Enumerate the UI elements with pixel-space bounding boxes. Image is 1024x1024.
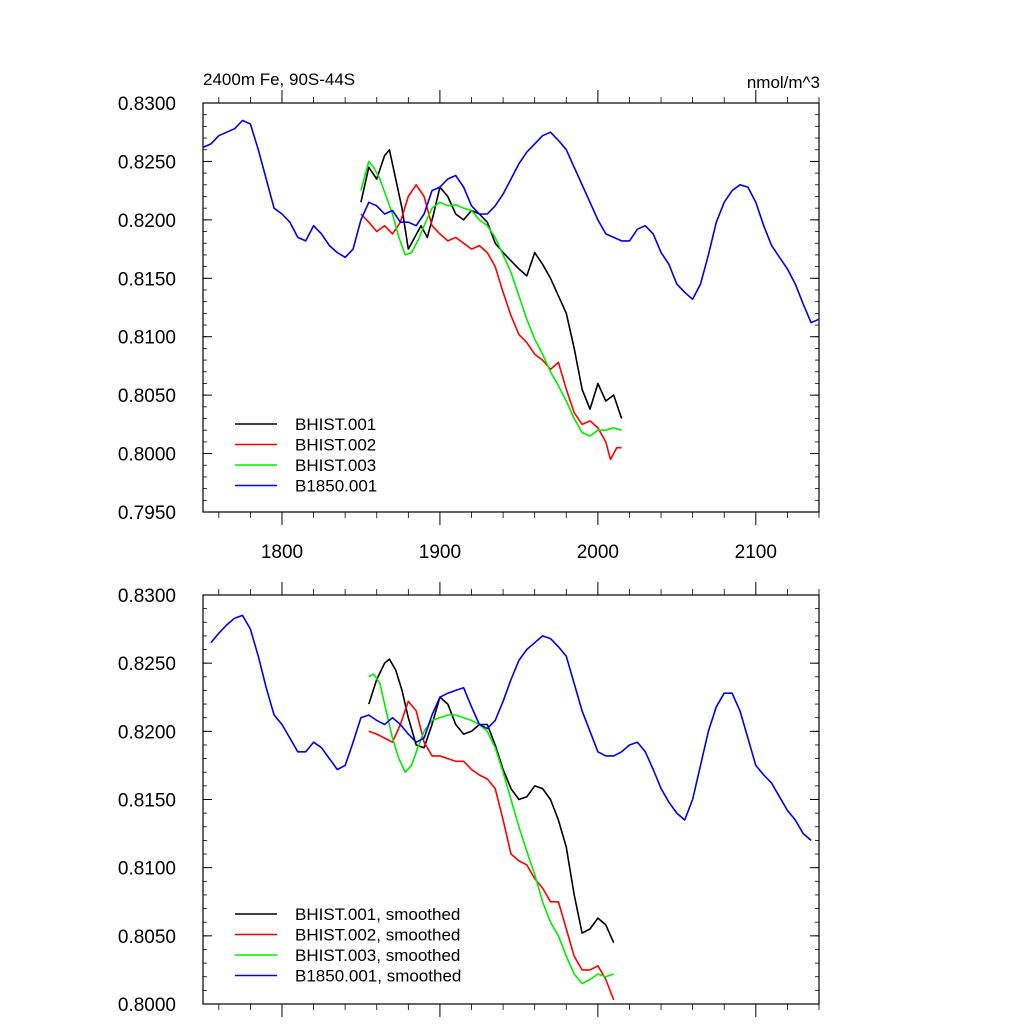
x-tick-label: 2100	[735, 542, 777, 563]
x-tick-label: 2000	[577, 542, 619, 563]
series-line-bhist-003-smoothed	[368, 673, 614, 985]
y-tick-label: 0.8000	[118, 995, 176, 1016]
series-line-b1850-001	[202, 119, 820, 324]
top-x-axis: 1800 1900 2000 2100	[218, 90, 820, 563]
y-tick-label: 0.8250	[118, 654, 176, 675]
y-tick-label: 0.8300	[118, 94, 176, 115]
y-tick-label: 0.8050	[118, 386, 176, 407]
y-tick-label: 0.8150	[118, 791, 176, 812]
legend-label: B1850.001, smoothed	[295, 967, 461, 986]
x-tick-label: 1800	[261, 542, 303, 563]
legend-label: BHIST.002	[295, 436, 376, 455]
bottom-x-axis	[218, 582, 820, 1017]
y-tick-label: 0.8150	[118, 269, 176, 290]
top-panel: 2400m Fe, 90S-44S nmol/m^3 0.79500.80000…	[118, 70, 820, 563]
legend-label: BHIST.001	[295, 415, 376, 434]
top-y-axis: 0.7950 0.8000 0.8050 0.8100 0.8150 0.8200 0.82…	[118, 94, 819, 524]
y-tick-label: 0.8200	[118, 211, 176, 232]
series-line-bhist-001	[360, 148, 623, 419]
y-tick-label: 0.8100	[118, 859, 176, 880]
y-tick-label: 0.8300	[118, 586, 176, 607]
series-line-bhist-001-smoothed	[368, 658, 615, 944]
y-tick-label: 0.8050	[118, 927, 176, 948]
top-plot-frame	[202, 102, 820, 513]
bottom-series-group	[210, 614, 812, 1001]
legend-label: BHIST.002, smoothed	[295, 926, 460, 945]
legend-label: BHIST.001, smoothed	[295, 905, 460, 924]
y-tick-label: 0.8100	[118, 328, 176, 349]
bottom-legend: BHIST.001, smoothed BHIST.002, smoothedBH…	[235, 905, 461, 986]
legend-label: B1850.001	[295, 477, 377, 496]
top-chart-title: 2400m Fe, 90S-44S	[203, 70, 355, 89]
top-chart-units: nmol/m^3	[747, 73, 820, 92]
bottom-panel: 0.8000 0.8050 0.8100 0.8150 0.8200 0.8250 0.83…	[118, 582, 820, 1017]
y-tick-label: 0.8250	[118, 152, 176, 173]
series-line-bhist-002	[360, 184, 622, 461]
y-tick-label: 0.8000	[118, 445, 176, 466]
series-line-bhist-003	[360, 160, 622, 437]
y-tick-label: 0.8200	[118, 722, 176, 743]
y-tick-label: 0.7950	[118, 503, 176, 524]
legend-label: BHIST.003	[295, 456, 376, 475]
bottom-y-axis: 0.8000 0.8050 0.8100 0.8150 0.8200 0.8250 0.83…	[118, 586, 819, 1016]
legend-label: BHIST.003, smoothed	[295, 946, 460, 965]
series-line-bhist-002-smoothed	[368, 700, 615, 1001]
x-tick-label: 1900	[419, 542, 461, 563]
series-line-b1850-001-smoothed	[210, 614, 812, 842]
top-series-group	[202, 119, 820, 461]
